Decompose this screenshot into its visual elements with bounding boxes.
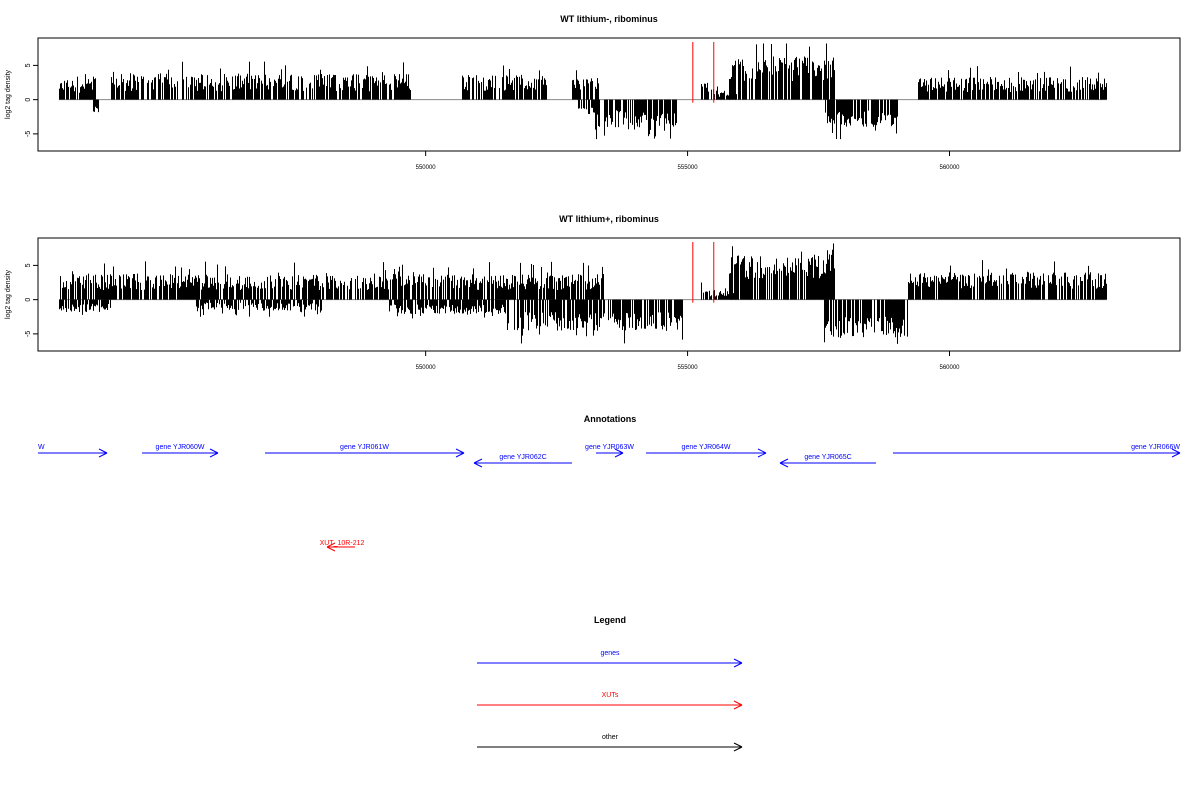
x-tick-label: 550000: [416, 365, 437, 371]
arrow-head: [614, 452, 624, 458]
arrow-head: [733, 746, 743, 752]
arrow-head: [209, 452, 219, 458]
arrow-head: [473, 462, 483, 468]
gene-arrow: [596, 448, 624, 458]
arrow-head: [209, 448, 219, 454]
y-axis-label: log2 tag density: [5, 269, 12, 319]
y-tick-label: 0: [25, 98, 32, 102]
gene-arrow: [473, 458, 572, 468]
x-tick-label: 560000: [939, 365, 960, 371]
legend-label: XUTs: [602, 692, 619, 699]
arrow-head: [733, 658, 743, 664]
plot-frame: [37, 237, 1181, 352]
y-tick-label: 5: [25, 263, 32, 267]
gene-label: gene YJR064W: [682, 444, 731, 451]
legend-label: genes: [600, 650, 620, 657]
legend-arrow-other: [477, 742, 743, 752]
chart-title: WT lithium+, ribominus: [559, 214, 659, 224]
coverage-bars: [59, 243, 1107, 344]
gene-arrow: [265, 448, 465, 458]
gene-label: gene YJR060W: [156, 444, 205, 451]
gene-label: gene YJR061W: [340, 444, 389, 451]
arrow-head: [1171, 448, 1181, 454]
arrow-head: [757, 448, 767, 454]
arrow-head: [455, 448, 465, 454]
arrow-head: [733, 742, 743, 748]
arrow-head: [733, 662, 743, 668]
gene-label: gene YJR063W: [585, 444, 634, 451]
y-tick-label: -5: [25, 131, 32, 137]
arrow-head: [733, 704, 743, 710]
arrow-head: [614, 448, 624, 454]
x-tick-label: 555000: [678, 365, 699, 371]
arrow-head: [779, 458, 789, 464]
annotations-title: Annotations: [584, 414, 637, 424]
arrow-head: [326, 542, 336, 548]
gene-label: W: [38, 444, 45, 451]
legend-arrow-xuts: [477, 700, 743, 710]
y-tick-label: 5: [25, 63, 32, 67]
arrow-head: [779, 462, 789, 468]
xut-arrow: [326, 542, 355, 552]
track-panel-1: WT lithium-, ribominus log2 tag density -5…: [5, 14, 1181, 171]
legend: Legend genes XUTs other: [477, 615, 743, 752]
gene-arrow: [142, 448, 219, 458]
chart-title: WT lithium-, ribominus: [560, 14, 658, 24]
arrow-head: [98, 452, 108, 458]
arrow-head: [1171, 452, 1181, 458]
gene-label: gene YJR065C: [804, 454, 851, 461]
gene-label: gene YJR066W: [1131, 444, 1180, 451]
x-tick-label: 550000: [416, 165, 437, 171]
legend-arrow-genes: [477, 658, 743, 668]
arrow-head: [733, 700, 743, 706]
legend-label: other: [602, 734, 619, 741]
coverage-bars: [59, 43, 1107, 140]
arrow-head: [326, 546, 336, 552]
arrow-head: [757, 452, 767, 458]
arrow-head: [455, 452, 465, 458]
gene-arrow: [893, 448, 1181, 458]
y-tick-label: -5: [25, 331, 32, 337]
gene-arrow: [38, 448, 108, 458]
track-panel-2: WT lithium+, ribominus log2 tag density -5…: [5, 214, 1181, 371]
gene-label: gene YJR062C: [499, 454, 546, 461]
x-tick-label: 560000: [939, 165, 960, 171]
gene-arrow: [779, 458, 876, 468]
x-tick-label: 555000: [678, 165, 699, 171]
legend-title: Legend: [594, 615, 626, 625]
y-tick-label: 0: [25, 298, 32, 302]
plot-frame: [37, 37, 1181, 152]
arrow-head: [473, 458, 483, 464]
arrow-head: [98, 448, 108, 454]
xut-label: XUT_10R-212: [320, 540, 365, 547]
gene-arrow: [646, 448, 767, 458]
annotations-panel: Annotations W gene YJR060W gene YJR061W gene…: [38, 414, 1181, 552]
y-axis-label: log2 tag density: [5, 69, 12, 119]
